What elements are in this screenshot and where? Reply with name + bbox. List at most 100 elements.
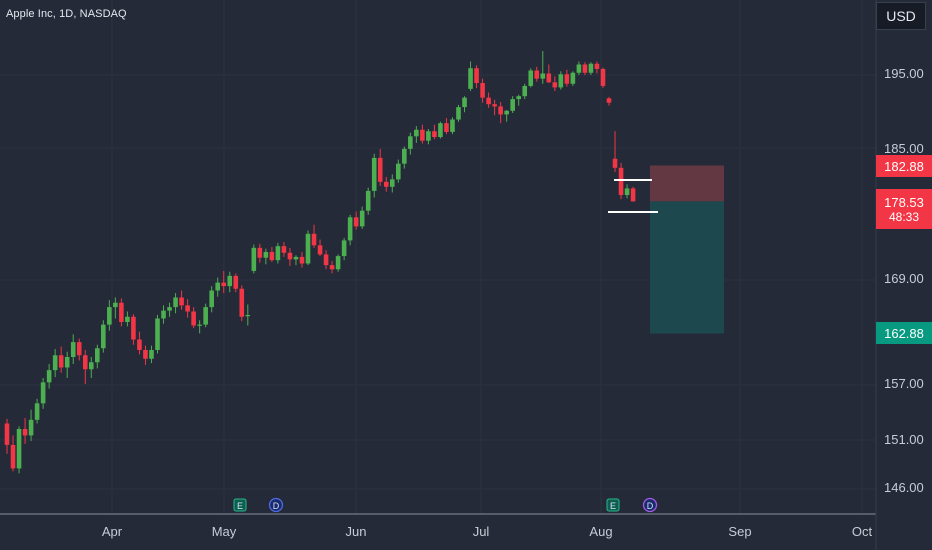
candle-body	[408, 136, 413, 149]
candle-body	[179, 297, 184, 306]
candle-body	[167, 307, 172, 311]
candle-body	[624, 188, 630, 196]
candle-body	[383, 181, 389, 187]
candle-body	[474, 68, 479, 84]
current-price-label: 178.53	[884, 194, 924, 210]
candle-body	[251, 247, 257, 271]
candle-body	[203, 307, 208, 325]
candle-body	[95, 348, 100, 363]
candle-body	[287, 252, 293, 260]
event-marker-label: D	[273, 501, 280, 511]
candle-body	[275, 246, 281, 261]
event-marker-label: E	[237, 501, 243, 511]
candle-body	[245, 315, 251, 317]
risk-reward-zones[interactable]	[650, 165, 724, 334]
y-tick-146: 146.00	[884, 480, 924, 495]
candle-body	[389, 179, 395, 187]
candle-body	[414, 129, 419, 137]
earnings-icon	[233, 498, 247, 512]
candle-body	[371, 157, 377, 191]
candle-body	[438, 123, 443, 138]
candle-body	[552, 82, 558, 88]
event-marker-label: E	[610, 501, 616, 511]
candle-body	[281, 246, 287, 253]
candle-body	[534, 70, 540, 79]
candle-body	[113, 302, 118, 308]
candle-body	[480, 83, 485, 98]
candle-body	[540, 73, 546, 79]
candle-body	[426, 131, 431, 141]
dividend-icon	[642, 497, 658, 513]
x-tick-oct: Oct	[851, 524, 873, 539]
candle-body	[269, 251, 275, 261]
candle-body	[58, 355, 64, 368]
candle-body	[173, 297, 178, 308]
candle-body	[185, 305, 190, 312]
candle-body	[101, 324, 106, 349]
event-marker-label: D	[647, 501, 654, 511]
candle-body	[402, 148, 407, 164]
candle-body	[209, 290, 214, 308]
candle-body	[468, 68, 473, 89]
candle-body	[594, 63, 600, 69]
candle-body	[365, 190, 371, 211]
dividend-icon	[268, 497, 284, 513]
candle-body	[119, 302, 124, 322]
event-marker-e: E	[233, 498, 247, 512]
candle-body	[528, 70, 534, 86]
candle-body	[546, 73, 552, 83]
candle-body	[347, 217, 353, 241]
candle-body	[107, 307, 112, 325]
x-tick-may: May	[211, 524, 237, 539]
candle-body	[462, 97, 467, 108]
bar-countdown: 48:33	[888, 209, 920, 224]
candle-body	[516, 96, 521, 100]
grid-lines	[0, 0, 876, 514]
candle-body	[432, 131, 437, 138]
candle-body	[630, 188, 636, 202]
candle-body	[64, 357, 70, 368]
candle-body	[137, 339, 142, 350]
currency-button[interactable]: USD	[876, 2, 926, 30]
target-price-badge: 162.88	[876, 322, 932, 344]
x-tick-jun: Jun	[345, 524, 367, 539]
candle-body	[263, 251, 269, 258]
candle-body	[34, 403, 40, 420]
candle-body	[88, 362, 94, 370]
event-marker-d: D	[642, 497, 658, 513]
candle-body	[46, 370, 52, 383]
level-lines	[608, 179, 658, 213]
candle-body	[40, 382, 46, 404]
candle-body	[606, 98, 612, 103]
candle-body	[70, 342, 76, 357]
candle-body	[492, 104, 497, 107]
event-marker-d: D	[268, 497, 284, 513]
candle-body	[149, 350, 154, 359]
x-tick-sep: Sep	[728, 524, 752, 539]
y-tick-195: 195.00	[884, 66, 924, 81]
candle-body	[420, 129, 425, 141]
candle-body	[341, 240, 347, 257]
stop-zone	[650, 165, 724, 202]
candle-body	[450, 119, 455, 132]
candle-body	[323, 254, 329, 266]
candle-body	[161, 310, 166, 319]
candle-body	[257, 247, 263, 258]
stop-price-badge: 182.88	[876, 155, 932, 177]
candle-body	[612, 158, 618, 168]
candle-body	[353, 217, 359, 227]
x-tick-aug: Aug	[589, 524, 613, 539]
candle-body	[125, 316, 130, 322]
candle-body	[564, 74, 570, 84]
candle-body	[305, 233, 311, 264]
candle-body	[510, 99, 515, 111]
earnings-icon	[606, 498, 620, 512]
candle-body	[197, 324, 202, 326]
candle-body	[239, 288, 245, 317]
candle-body	[444, 123, 449, 132]
candle-body	[227, 275, 233, 287]
symbol-header: Apple Inc, 1D, NASDAQ	[6, 8, 127, 20]
candle-body	[576, 64, 582, 73]
